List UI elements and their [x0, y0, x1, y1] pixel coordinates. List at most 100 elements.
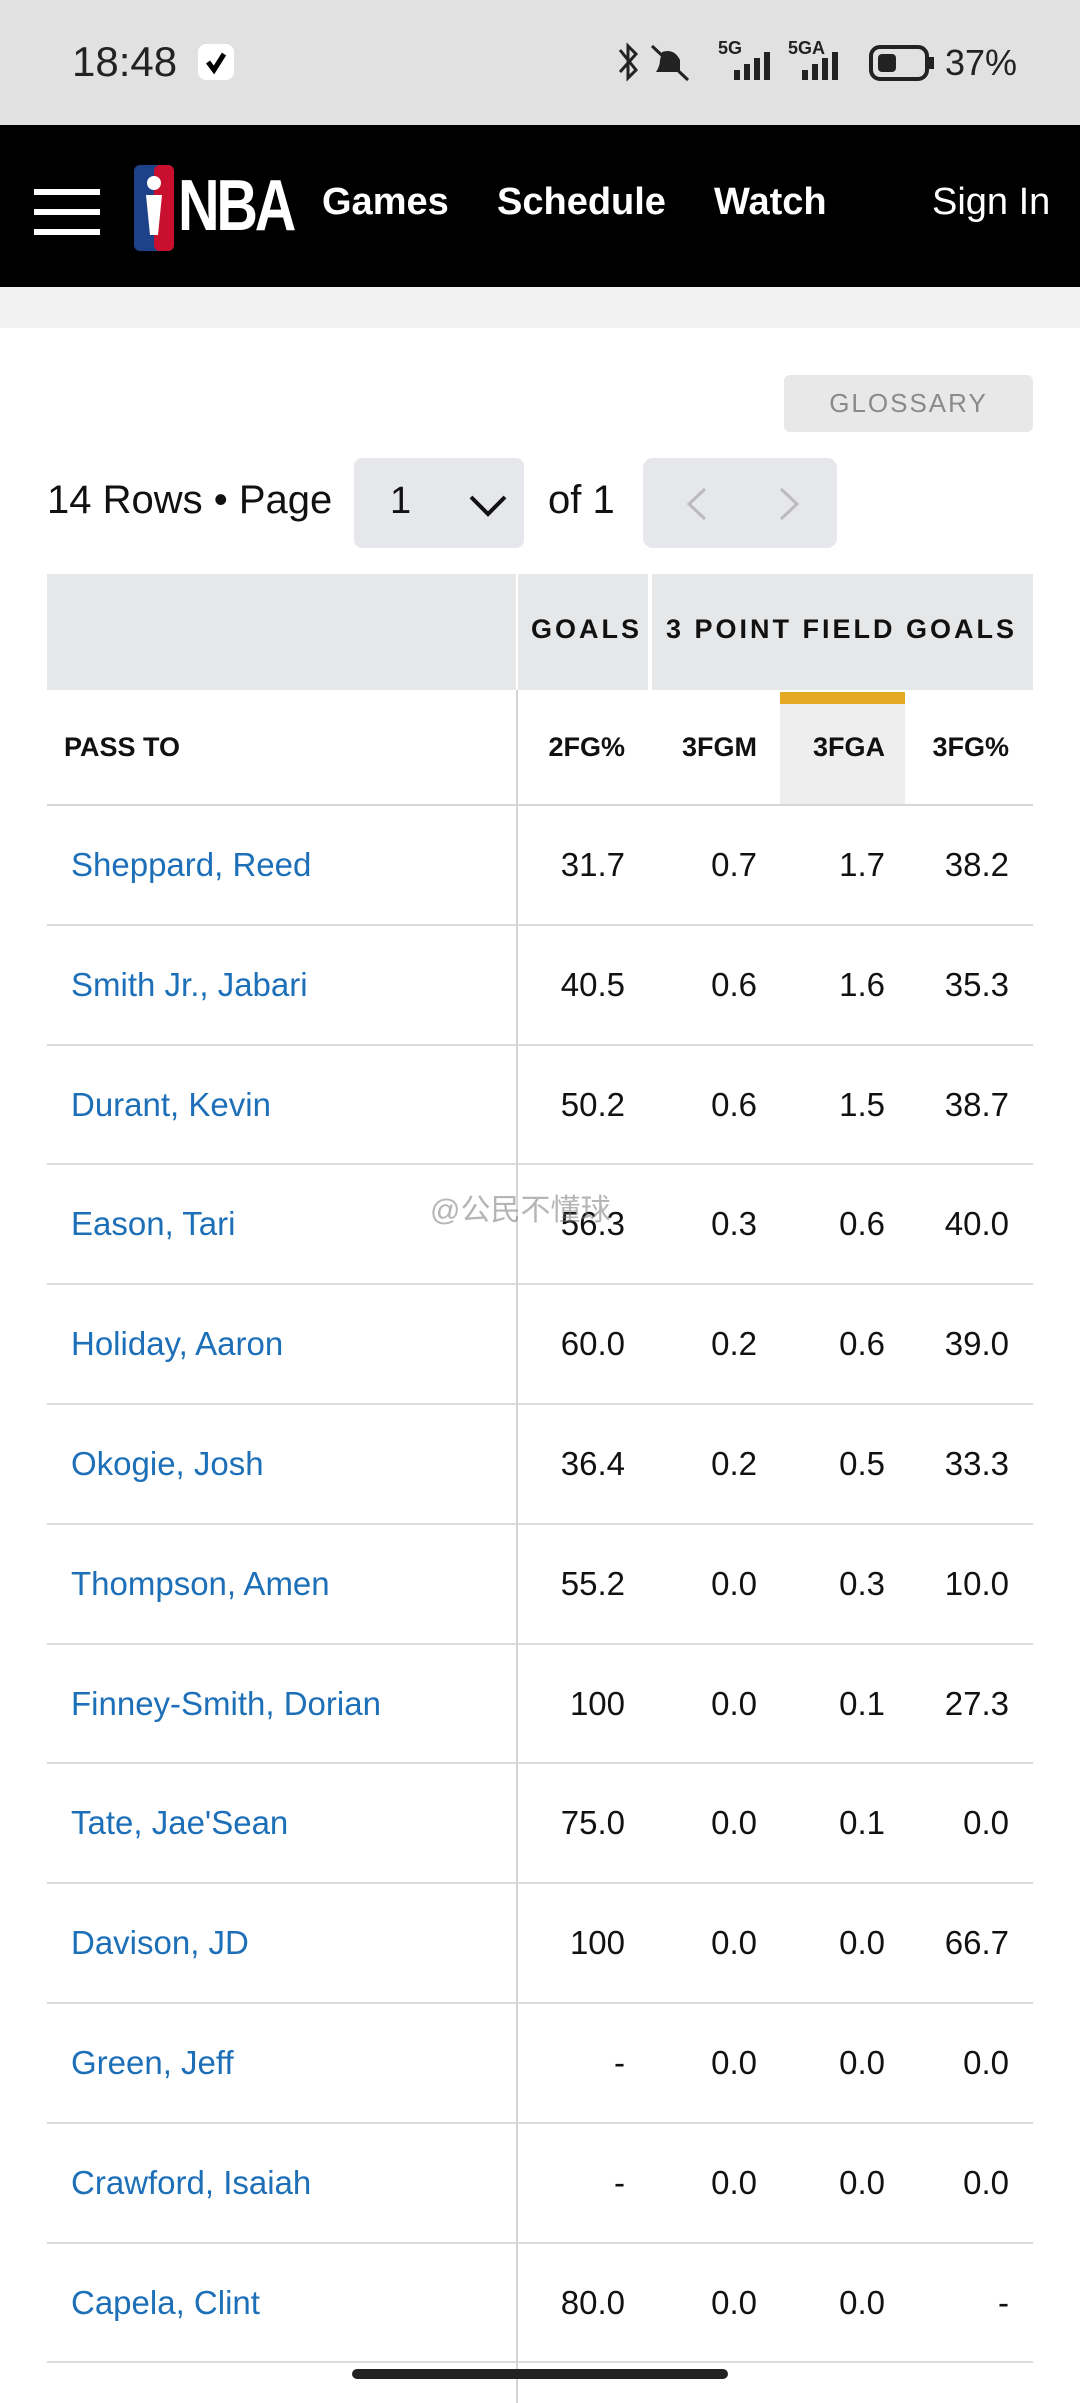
column-header[interactable]: 3FGM	[681, 732, 757, 762]
stat-cell: 0.6	[839, 1325, 885, 1363]
nav-link[interactable]: Schedule	[497, 181, 666, 223]
player-name[interactable]: Okogie, Josh	[71, 1445, 264, 1482]
next-button[interactable]	[775, 486, 805, 522]
group-divider	[516, 574, 518, 690]
logo-text[interactable]: NBA	[178, 166, 296, 246]
page-count: of 1	[548, 478, 615, 522]
stat-cell: 100	[569, 1684, 625, 1722]
stat-cell: 10.0	[944, 1564, 1009, 1602]
stat-cell: 1.5	[839, 1085, 885, 1123]
rows-label: 14 Rows • Page	[47, 478, 333, 522]
home-indicator	[352, 2369, 728, 2379]
row-border	[47, 1522, 1033, 1525]
stat-cell: 0.0	[963, 2163, 1009, 2201]
player-name[interactable]: Capela, Clint	[71, 2283, 260, 2321]
column-header[interactable]: PASS TO	[64, 732, 181, 762]
dropdown-chevron	[469, 495, 507, 517]
page-select[interactable]: 1	[354, 458, 524, 548]
row-border	[47, 923, 1033, 926]
status-icons	[618, 42, 690, 82]
stat-cell: -	[614, 2163, 625, 2201]
row-border	[47, 1403, 1033, 1405]
prev-button[interactable]	[681, 486, 711, 522]
column-divider	[516, 690, 518, 2403]
stat-cell: 0.3	[711, 1205, 757, 1243]
stat-cell: 55.2	[560, 1564, 625, 1602]
row-border	[47, 1882, 1033, 1885]
column-header[interactable]: 3FG%	[932, 732, 1009, 762]
player-name[interactable]: Green, Jeff	[71, 2044, 234, 2081]
header-border	[47, 804, 1033, 806]
stat-cell: 75.0	[560, 1804, 625, 1842]
stat-cell: 0.6	[839, 1205, 885, 1243]
stat-cell: 0.0	[963, 2044, 1009, 2081]
stat-cell: 0.5	[839, 1445, 885, 1482]
nav-bar: NBA GamesScheduleWatchPl Sign In	[0, 125, 1080, 287]
player-name[interactable]: Durant, Kevin	[71, 1085, 271, 1123]
app-icon	[198, 44, 234, 80]
player-name[interactable]: Sheppard, Reed	[71, 846, 312, 883]
row-border	[47, 1642, 1033, 1645]
battery-icon	[869, 45, 934, 81]
row-border	[47, 2361, 1033, 2364]
stat-cell: -	[614, 2044, 625, 2081]
network-label: 5GA	[788, 38, 826, 58]
stat-cell: 60.0	[560, 1325, 625, 1363]
group-divider	[648, 574, 652, 690]
stat-cell: 0.0	[839, 1924, 885, 1962]
sort-indicator	[780, 692, 905, 704]
player-name[interactable]: Eason, Tari	[71, 1205, 236, 1243]
logo-mark	[134, 165, 174, 251]
signal-icon	[734, 52, 770, 80]
network-label: 5G	[718, 38, 743, 58]
nav-link[interactable]: Games	[322, 181, 449, 223]
group-header: 3 POINT FIELD GOALS	[666, 614, 1018, 644]
stat-cell: 0.0	[711, 1924, 757, 1962]
column-header[interactable]: 2FG%	[548, 732, 625, 762]
battery-level: 37%	[945, 42, 1018, 83]
stat-cell: 0.2	[711, 1445, 757, 1482]
row-border	[47, 1163, 1033, 1166]
player-name[interactable]: Tate, Jae'Sean	[71, 1804, 289, 1842]
player-name[interactable]: Davison, JD	[71, 1924, 249, 1962]
sign-in[interactable]: Sign In	[932, 181, 1051, 223]
time: 18:48	[72, 38, 178, 85]
player-name[interactable]: Crawford, Isaiah	[71, 2163, 312, 2201]
column-header[interactable]: 3FGA	[812, 732, 885, 762]
stat-cell: 39.0	[944, 1325, 1009, 1363]
stat-cell: 0.0	[711, 1804, 757, 1842]
menu-button[interactable]	[34, 189, 102, 235]
nav-link[interactable]: Watch	[714, 181, 827, 223]
row-border	[47, 1762, 1033, 1765]
player-name[interactable]: Thompson, Amen	[71, 1564, 330, 1602]
sign-in-area	[848, 125, 1080, 287]
stat-cell: 0.0	[839, 2283, 885, 2321]
glossary-button[interactable]: GLOSSARY	[784, 375, 1033, 432]
stat-cell: 0.0	[839, 2163, 885, 2201]
stat-cell: 0.2	[711, 1325, 757, 1363]
stat-cell: 0.0	[711, 1564, 757, 1602]
stat-cell: 0.0	[711, 2283, 757, 2321]
stat-cell: 56.3	[560, 1205, 625, 1243]
stat-cell: 0.1	[839, 1804, 885, 1842]
player-name[interactable]: Holiday, Aaron	[71, 1325, 284, 1363]
stat-cell: 31.7	[560, 846, 625, 883]
stat-cell: 0.0	[963, 1804, 1009, 1842]
player-name[interactable]: Smith Jr., Jabari	[71, 965, 308, 1003]
stat-cell: 0.0	[839, 2044, 885, 2081]
signal-icon	[802, 52, 838, 80]
row-border	[47, 2121, 1033, 2124]
status-bar: 18:48 5G 5GA 37%	[0, 0, 1080, 125]
row-border	[47, 2241, 1033, 2244]
stat-cell: 0.6	[711, 1085, 757, 1123]
stat-cell: 100	[569, 1924, 625, 1962]
stat-cell: 0.0	[711, 2044, 757, 2081]
stat-cell: 1.7	[839, 846, 885, 883]
page-value: 1	[390, 480, 412, 522]
stat-cell: 36.4	[560, 1445, 625, 1482]
stat-cell: 40.5	[560, 965, 625, 1003]
sorted-column-bg	[780, 692, 905, 805]
stat-cell: 66.7	[944, 1924, 1009, 1962]
player-name[interactable]: Finney-Smith, Dorian	[71, 1684, 381, 1722]
